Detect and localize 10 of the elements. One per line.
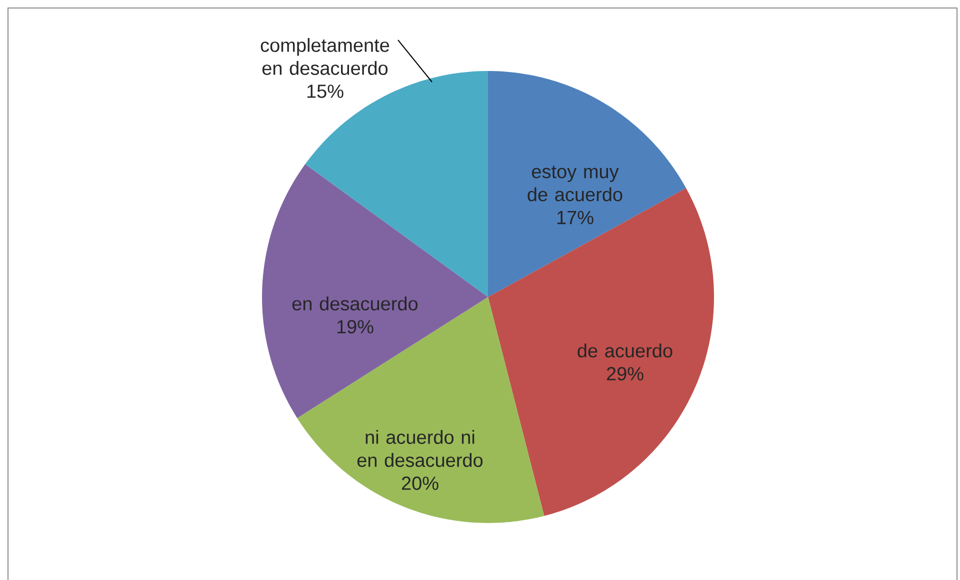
data-label: 19% — [337, 320, 374, 334]
slice-label: estoy muy de acuerdo — [528, 166, 622, 202]
slice-label: completamente en desacuerdo — [260, 38, 390, 75]
data-label: 15% — [307, 84, 344, 98]
slice-label: de acuerdo — [578, 344, 672, 358]
slice-label: en desacuerdo — [292, 296, 418, 310]
data-label: 20% — [402, 476, 438, 490]
data-label: 17% — [557, 210, 594, 224]
data-label: 29% — [606, 367, 644, 380]
slice-label: ni acuerdo ni en desacuerdo — [357, 430, 483, 467]
